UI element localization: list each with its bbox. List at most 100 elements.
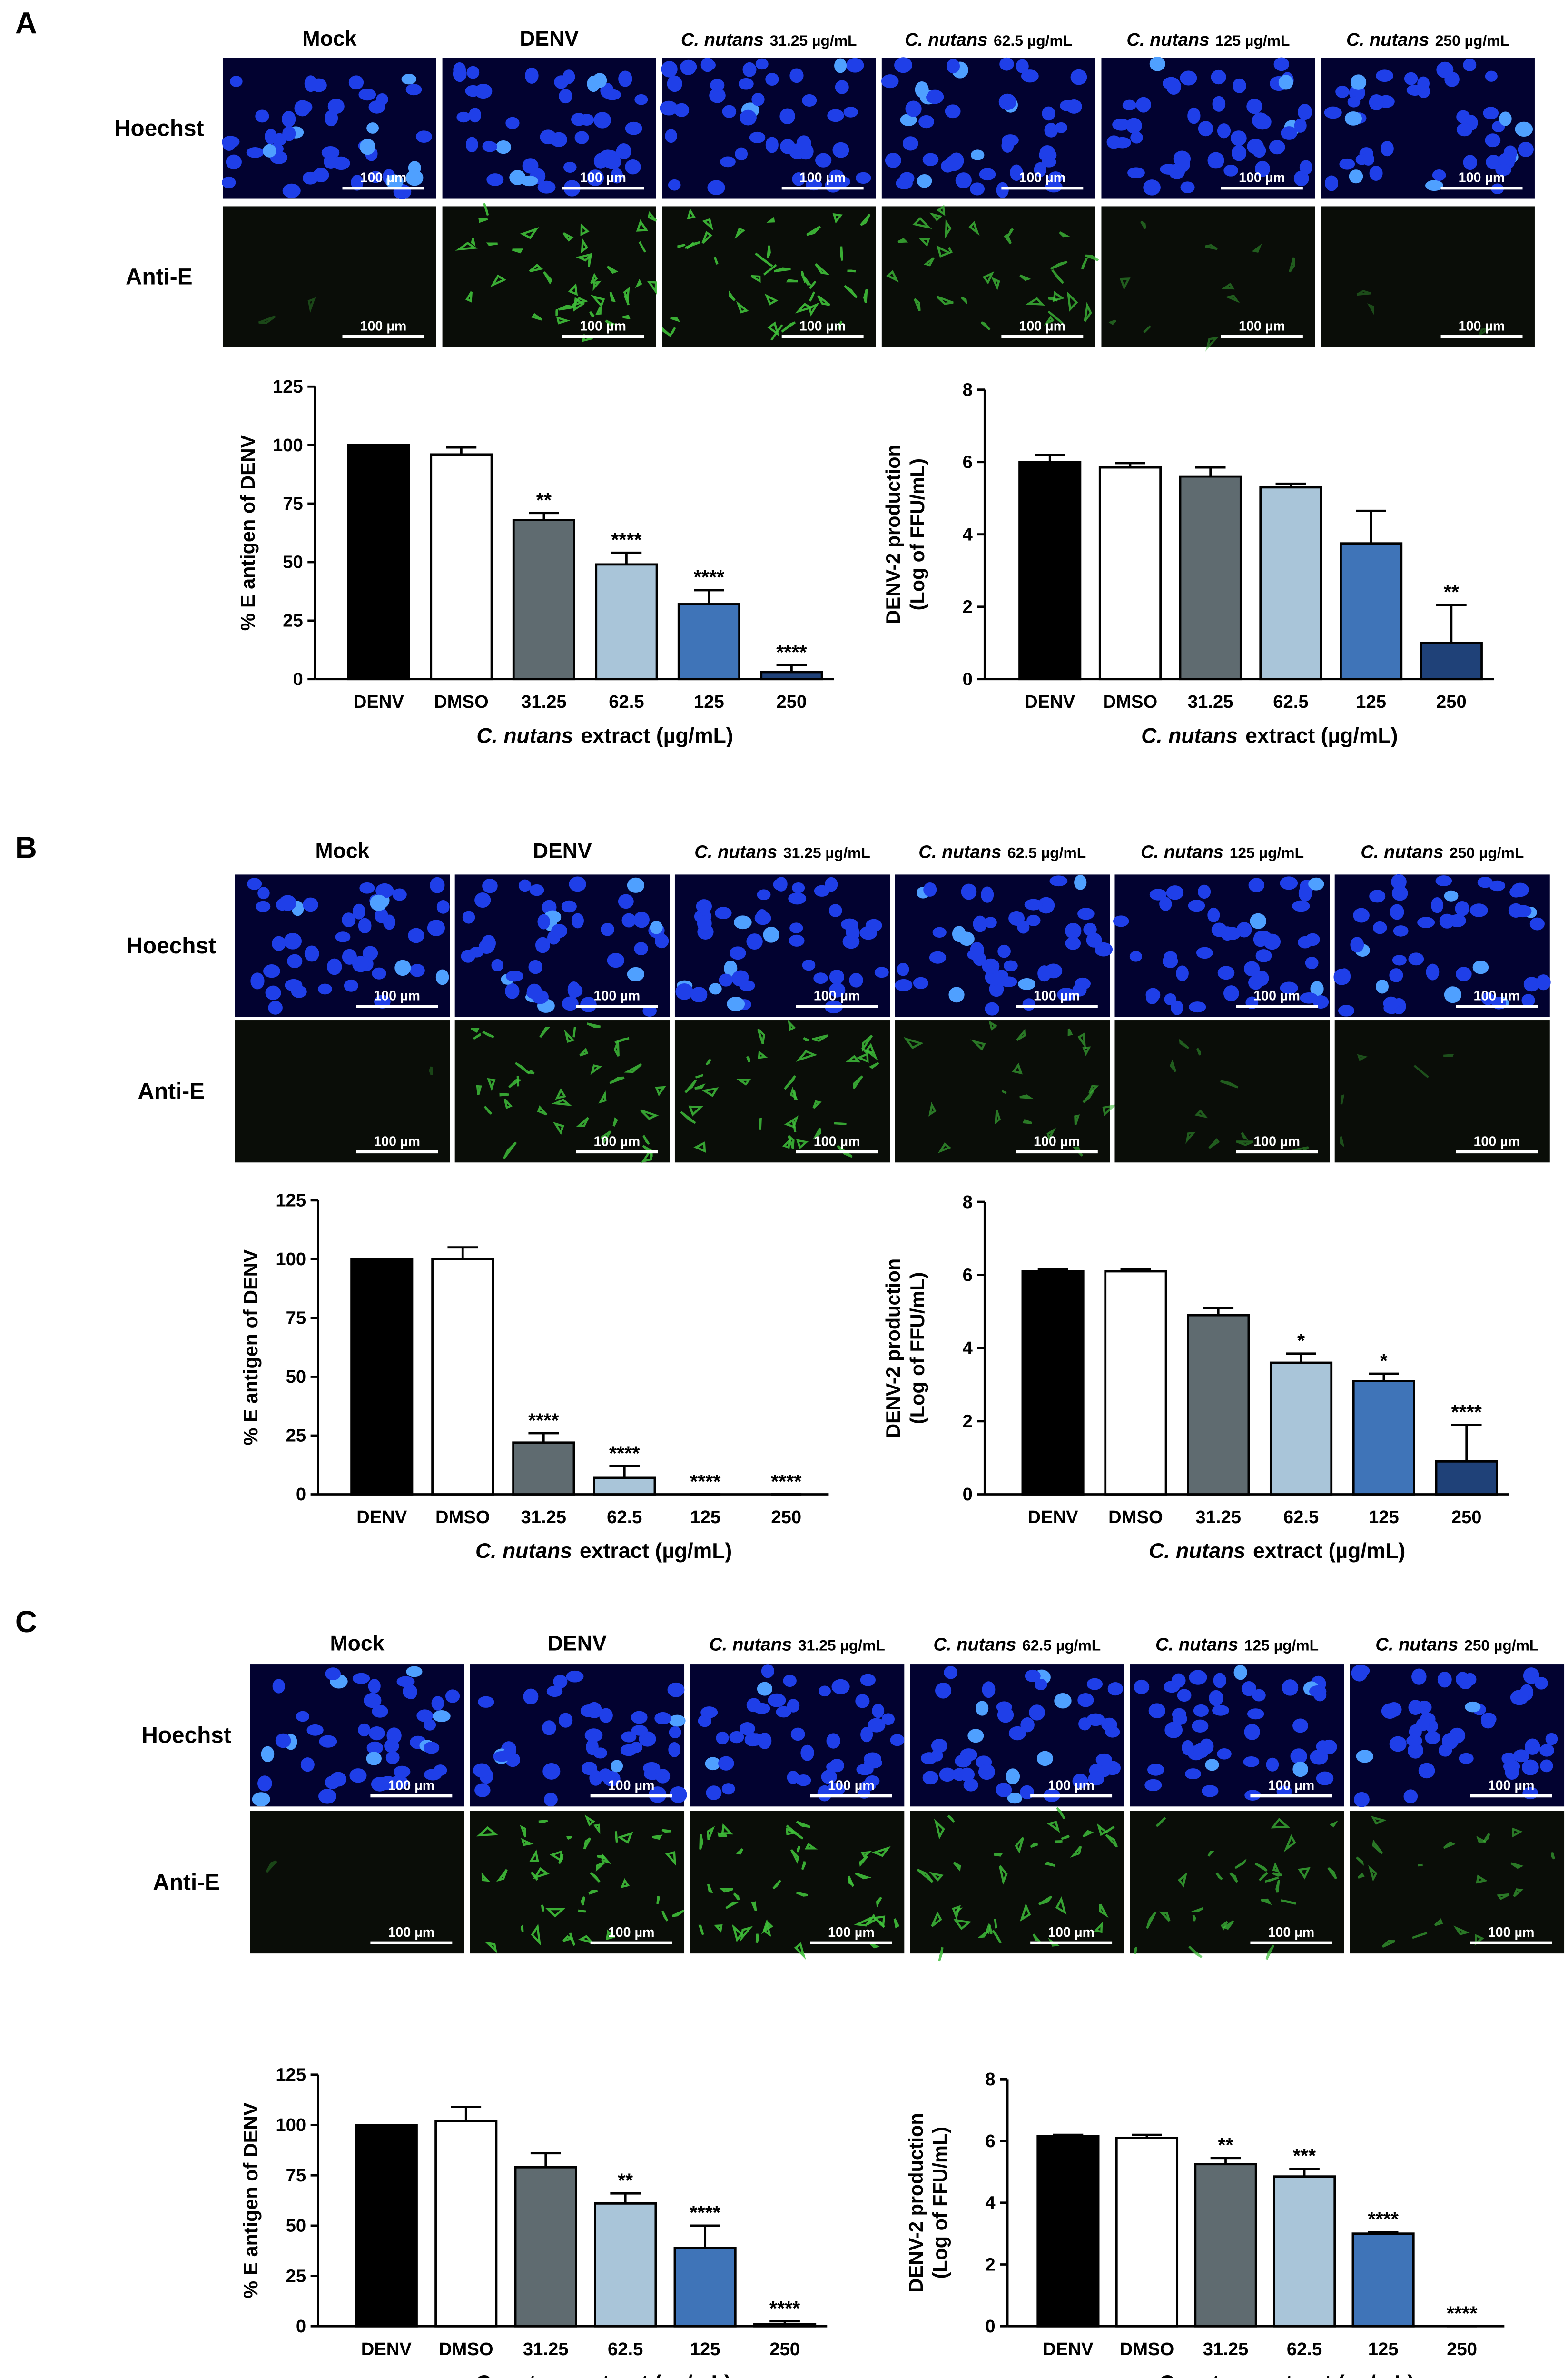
stained-cell (687, 208, 696, 220)
nucleus (944, 1666, 958, 1679)
nucleus (826, 1761, 842, 1773)
stained-cell (860, 1851, 872, 1858)
nucleus (1252, 112, 1269, 129)
nucleus (1292, 1718, 1308, 1733)
nucleus (643, 1762, 661, 1774)
nucleus (306, 1724, 324, 1736)
nucleus (431, 1696, 444, 1711)
nucleus (1166, 79, 1182, 95)
stained-cell (590, 295, 605, 308)
bar (1179, 475, 1242, 681)
significance: **** (1368, 2209, 1399, 2230)
nucleus (1192, 1719, 1209, 1733)
nucleus (1025, 1669, 1041, 1683)
nucleus (1196, 947, 1213, 959)
nucleus (1048, 171, 1063, 184)
stained-cell (1340, 1094, 1345, 1105)
x-tick-label: 62.5 (609, 692, 644, 712)
micrograph (470, 1811, 685, 1954)
nucleus (718, 1756, 734, 1771)
stained-cell (1146, 1911, 1157, 1929)
nucleus (1353, 908, 1370, 923)
stained-cell (503, 1141, 517, 1159)
stained-cell (1082, 1046, 1091, 1056)
nucleus (310, 78, 327, 92)
nucleus (1486, 155, 1501, 169)
stained-cell (991, 277, 1000, 291)
nucleus (931, 1739, 947, 1753)
x-axis-label: C. nutans extract (µg/mL) (475, 1539, 732, 1563)
nucleus (1149, 57, 1165, 71)
nucleus (1369, 94, 1384, 111)
nucleus (495, 140, 512, 154)
nucleus (1444, 986, 1462, 1003)
stained-cell (1025, 297, 1045, 306)
nucleus (1376, 69, 1393, 82)
nucleus (865, 919, 882, 932)
nucleus (690, 987, 708, 1003)
nucleus (246, 147, 264, 158)
stained-cell (879, 1921, 885, 1928)
x-axis-label: C. nutans extract (µg/mL) (1149, 1539, 1405, 1563)
nucleus (1472, 961, 1489, 974)
stained-cell (1357, 1054, 1368, 1061)
stained-cell (1551, 1852, 1555, 1860)
scale-bar-label: 100 µm (1019, 319, 1065, 334)
nucleus (1077, 1693, 1094, 1707)
x-tick-label: DMSO (1120, 2339, 1174, 2359)
x-tick-label: DMSO (434, 692, 489, 712)
nucleus (593, 153, 608, 169)
nucleus (477, 1696, 494, 1708)
nucleus (325, 1667, 341, 1680)
stained-cell (553, 1122, 564, 1135)
nucleus (789, 934, 805, 947)
stained-cell (595, 1861, 605, 1872)
stained-cell (1483, 1833, 1490, 1843)
nucleus (881, 1713, 895, 1725)
nucleus (593, 112, 611, 129)
nucleus (263, 144, 276, 158)
stained-cell (855, 1872, 872, 1880)
nucleus (1054, 1693, 1072, 1709)
nucleus (1448, 914, 1466, 927)
bar (430, 453, 493, 681)
stained-cell (714, 1924, 723, 1933)
nucleus (982, 1681, 996, 1698)
y-tick-label: 125 (276, 1190, 306, 1211)
stained-cell (590, 1872, 601, 1883)
nucleus (1106, 135, 1122, 149)
stained-cell (617, 1832, 633, 1844)
nucleus (255, 109, 269, 123)
stained-cell (635, 279, 642, 288)
stained-cell (581, 238, 589, 253)
scale-bar-label: 100 µm (828, 1778, 875, 1793)
nucleus (1381, 141, 1394, 157)
stained-cell (1356, 290, 1371, 296)
nucleus (864, 1752, 882, 1766)
nucleus (814, 885, 830, 897)
stained-cell (572, 1027, 576, 1038)
nucleus (815, 153, 832, 168)
nucleus (1231, 145, 1247, 161)
stained-cell (529, 264, 543, 273)
nucleus (371, 1777, 389, 1792)
stained-cell (734, 227, 746, 239)
nucleus (319, 1735, 337, 1748)
nucleus (729, 1731, 744, 1744)
y-axis-label: % E antigen of DENV (240, 2102, 262, 2299)
nucleus (553, 1675, 568, 1689)
nucleus (948, 987, 965, 1003)
stained-cell (478, 218, 488, 223)
micrograph (235, 1020, 450, 1163)
nucleus (1369, 890, 1386, 903)
stained-cell (564, 1029, 575, 1043)
stained-cell (852, 1075, 863, 1089)
stained-cell (693, 1141, 706, 1153)
nucleus (849, 973, 863, 988)
stained-cell (1055, 1840, 1063, 1843)
nucleus (1017, 920, 1030, 934)
nucleus (349, 1768, 367, 1783)
nucleus (970, 182, 985, 196)
stained-cell (970, 1039, 986, 1051)
nucleus (603, 154, 621, 169)
